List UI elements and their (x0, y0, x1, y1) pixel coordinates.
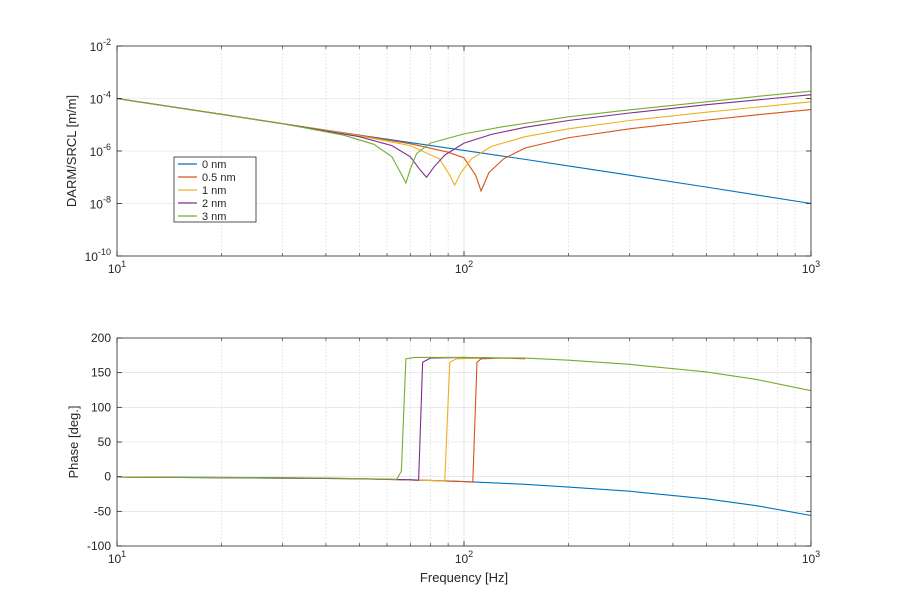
y-tick-label: 50 (98, 435, 112, 449)
phase-y-tick-labels: -100 -50 0 50 100 150 200 (87, 331, 111, 553)
legend: 0 nm0.5 nm1 nm2 nm3 nm (173, 156, 257, 223)
y-tick-label: 100 (91, 400, 111, 414)
y-tick-label: 0 (104, 470, 111, 484)
y-tick-label: 10-2 (90, 37, 111, 54)
phase-series (116, 356, 812, 517)
magnitude-y-tick-labels: 10-10 10-8 10-6 10-4 10-2 (85, 37, 111, 264)
legend-label: 2 nm (202, 198, 226, 210)
x-tick-label: 101 (108, 259, 126, 276)
x-tick-label: 103 (802, 549, 820, 566)
x-tick-label: 102 (455, 549, 473, 566)
x-tick-label: 103 (802, 259, 820, 276)
legend-label: 0 nm (202, 159, 226, 171)
magnitude-series-line-2-nm (116, 94, 812, 179)
y-tick-label: 200 (91, 331, 111, 345)
y-tick-label: 10-10 (85, 247, 111, 264)
legend-label: 0.5 nm (202, 172, 236, 184)
magnitude-plot: 10-10 10-8 10-6 10-4 10-2 101 102 103 DARM/SRC… (64, 37, 820, 276)
magnitude-series-line-3-nm (116, 90, 812, 185)
magnitude-y-axis-label: DARM/SRCL [m/m] (64, 95, 79, 207)
phase-series-line-3-nm (116, 356, 812, 481)
phase-plot: -100 -50 0 50 100 150 200 101 102 103 Phase [deg… (66, 331, 820, 585)
magnitude-series (116, 90, 812, 205)
magnitude-series-line-1-nm (116, 97, 812, 187)
magnitude-ticks (116, 45, 812, 257)
y-tick-label: -100 (87, 539, 111, 553)
phase-grid (117, 338, 811, 546)
y-tick-label: 10-6 (90, 142, 111, 159)
y-tick-label: 150 (91, 366, 111, 380)
y-tick-label: 10-4 (90, 90, 111, 107)
phase-ticks (116, 337, 812, 547)
phase-x-tick-labels: 101 102 103 (108, 549, 820, 566)
phase-y-axis-label: Phase [deg.] (66, 406, 81, 479)
x-tick-label: 101 (108, 549, 126, 566)
legend-label: 1 nm (202, 185, 226, 197)
y-tick-label: 10-8 (90, 195, 111, 212)
legend-label: 3 nm (202, 211, 226, 223)
magnitude-x-tick-labels: 101 102 103 (108, 259, 820, 276)
phase-x-axis-label: Frequency [Hz] (420, 570, 508, 585)
y-tick-label: -50 (94, 504, 112, 518)
x-tick-label: 102 (455, 259, 473, 276)
